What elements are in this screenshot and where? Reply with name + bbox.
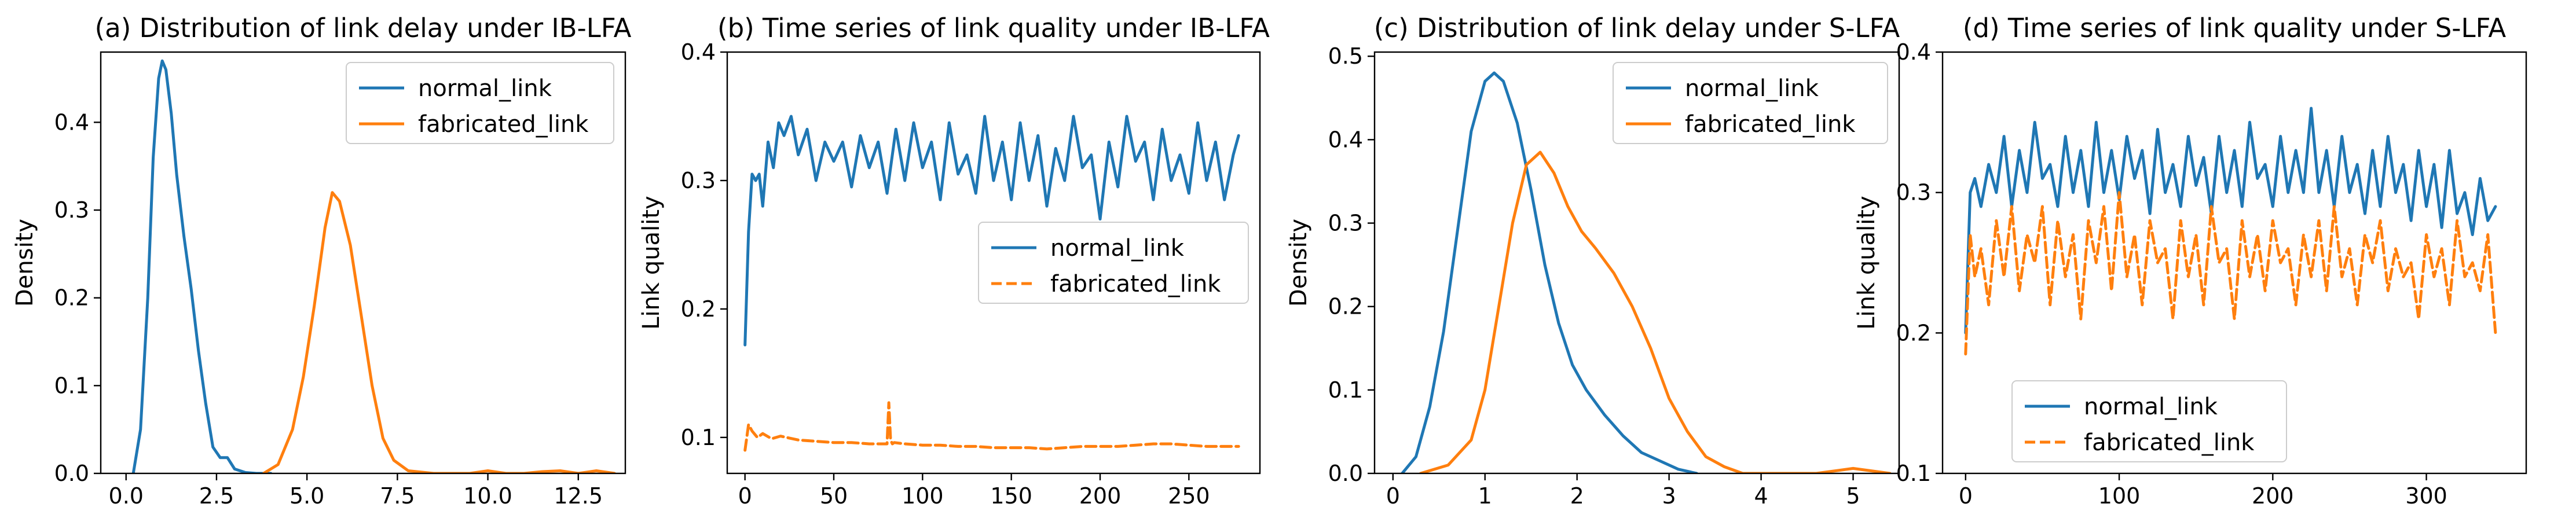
series-line-normal_link [131,59,273,473]
y-tick-label: 0.2 [54,285,89,311]
y-tick-label: 0.2 [681,296,716,322]
x-tick-label: 5 [1846,483,1860,509]
legend-box [1613,62,1888,144]
chart-title: (b) Time series of link quality under IB… [717,13,1270,43]
legend-box [978,222,1249,304]
legend-label-fabricated_link: fabricated_link [1685,111,1856,138]
y-tick-label: 0.1 [54,373,89,398]
x-tick-label: 200 [1079,483,1122,509]
x-tick-label: 2 [1570,483,1584,509]
y-tick-label: 0.2 [1328,294,1363,319]
series-group [1401,71,1892,473]
chart-title: (c) Distribution of link delay under S-L… [1374,13,1900,43]
y-tick-label: 0.3 [54,197,89,223]
x-tick-label: 4 [1754,483,1768,509]
series-line-normal_link [1964,106,2497,334]
y-tick-label: 0.4 [1896,39,1931,65]
y-tick-label: 0.2 [1896,320,1931,345]
x-tick-label: 0 [1959,483,1973,509]
panel-a: (a) Distribution of link delay under IB-… [12,13,632,509]
x-tick-label: 12.5 [554,483,603,509]
series-line-normal_link [743,115,1240,347]
plot-frame [1941,51,2527,475]
panel-b: (b) Time series of link quality under IB… [638,13,1270,509]
y-tick-label: 0.4 [681,39,716,65]
y-tick-label: 0.1 [1328,377,1363,403]
series-line-fabricated_link [1419,150,1892,473]
legend-label-normal_link: normal_link [418,75,552,102]
y-axis-label: Density [1285,219,1312,307]
series-line-normal_link [1401,71,1698,473]
y-tick-label: 0.0 [1328,461,1363,486]
x-tick-label: 300 [2405,483,2447,509]
x-tick-label: 0.0 [109,483,144,509]
plot-frame [726,51,1261,475]
legend-label-fabricated_link: fabricated_link [1050,271,1221,297]
x-tick-label: 50 [820,483,848,509]
series-line-fabricated_link [262,191,616,473]
series-group [1964,106,2497,356]
legend-label-normal_link: normal_link [1685,75,1819,102]
y-tick-label: 0.0 [54,461,89,486]
y-tick-label: 0.1 [681,425,716,450]
panel-d: (d) Time series of link quality under S-… [1853,13,2527,509]
x-tick-label: 100 [902,483,944,509]
plot-frame [100,51,626,475]
legend-box [346,62,614,144]
y-tick-label: 0.4 [54,109,89,135]
y-tick-label: 0.5 [1328,43,1363,69]
x-tick-label: 200 [2252,483,2294,509]
chart-title: (a) Distribution of link delay under IB-… [95,13,632,43]
x-tick-label: 150 [990,483,1032,509]
x-tick-label: 10.0 [463,483,512,509]
y-tick-label: 0.3 [1328,211,1363,236]
y-axis-label: Link quality [638,196,665,329]
series-group [131,59,616,473]
legend-label-fabricated_link: fabricated_link [418,111,589,138]
panel-c: (c) Distribution of link delay under S-L… [1285,13,1900,509]
x-tick-label: 2.5 [199,483,234,509]
x-tick-label: 7.5 [380,483,415,509]
legend-label-normal_link: normal_link [2084,394,2218,420]
legend-label-fabricated_link: fabricated_link [2084,429,2255,456]
y-tick-label: 0.3 [1896,180,1931,205]
legend-box [2011,380,2287,462]
chart-title: (d) Time series of link quality under S-… [1963,13,2507,43]
series-line-fabricated_link [1964,191,2497,356]
plot-frame [1373,51,1900,475]
series-group [743,115,1240,452]
y-tick-label: 0.3 [681,168,716,193]
x-tick-label: 5.0 [290,483,324,509]
x-tick-label: 0 [1386,483,1400,509]
x-tick-label: 250 [1168,483,1210,509]
y-tick-label: 0.4 [1328,127,1363,152]
x-tick-label: 0 [738,483,752,509]
x-tick-label: 1 [1478,483,1492,509]
x-tick-label: 100 [2098,483,2141,509]
y-axis-label: Link quality [1853,196,1880,329]
series-line-fabricated_link [743,401,1240,452]
y-axis-label: Density [12,219,38,307]
legend-label-normal_link: normal_link [1050,235,1185,262]
x-tick-label: 3 [1662,483,1676,509]
y-tick-label: 0.1 [1896,461,1931,486]
